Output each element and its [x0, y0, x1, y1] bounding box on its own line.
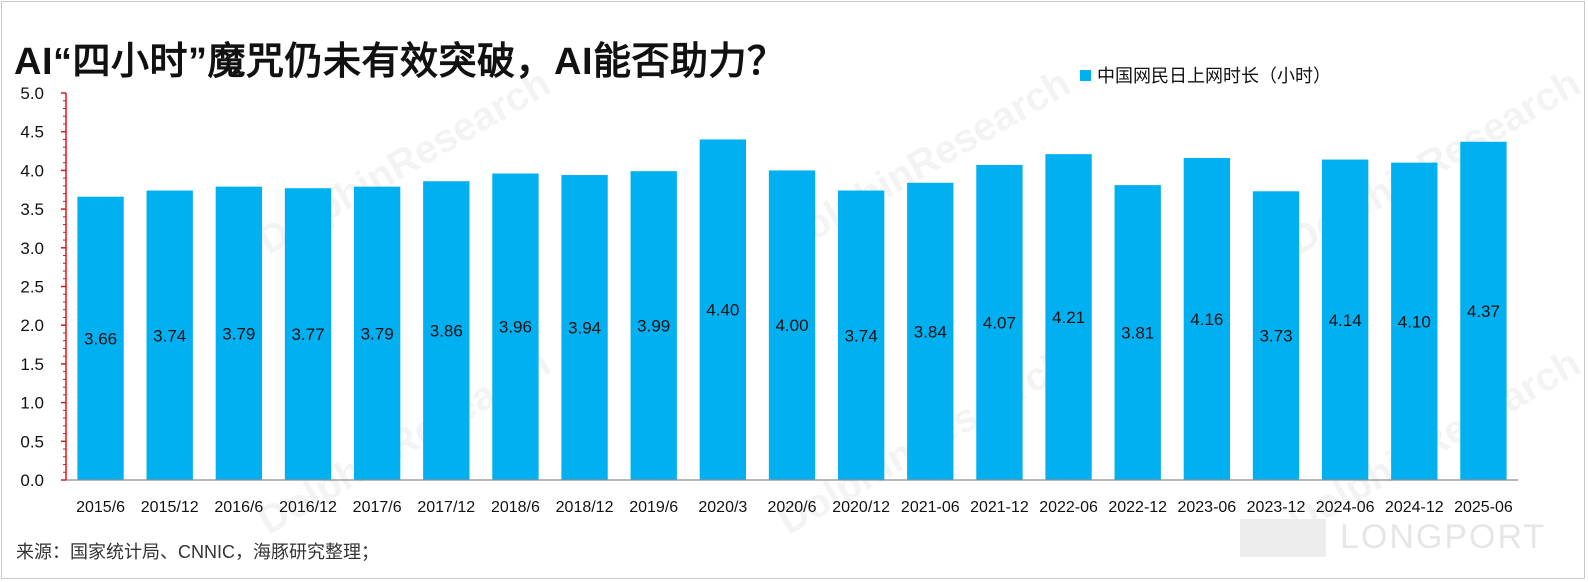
x-tick-label: 2017/12 — [417, 499, 475, 516]
legend-swatch — [1080, 69, 1091, 81]
bar — [492, 173, 539, 480]
y-tick-label: 1.5 — [20, 355, 44, 374]
data-label: 3.74 — [153, 326, 186, 345]
data-label: 4.16 — [1190, 310, 1223, 329]
x-tick-label: 2022-06 — [1039, 499, 1098, 516]
legend-label: 中国网民日上网时长（小时） — [1097, 66, 1331, 86]
bar — [907, 182, 954, 480]
bar — [284, 188, 332, 480]
bar — [1114, 185, 1161, 480]
y-tick-label: 1.0 — [20, 394, 44, 413]
x-tick-label: 2016/6 — [214, 499, 263, 516]
y-tick-label: 0.0 — [20, 471, 44, 490]
bar — [1183, 158, 1231, 481]
x-tick-label: 2022-12 — [1108, 499, 1167, 516]
bar — [77, 196, 124, 480]
bar — [768, 170, 816, 480]
data-label: 3.77 — [291, 325, 324, 344]
x-tick-label: 2015/12 — [141, 499, 199, 516]
bar — [699, 139, 747, 480]
x-tick-label: 2017/6 — [353, 499, 402, 516]
data-label: 3.94 — [568, 319, 601, 338]
y-tick-label: 4.0 — [20, 161, 44, 180]
y-tick-label: 2.0 — [20, 316, 44, 335]
x-tick-label: 2016/12 — [279, 499, 337, 516]
data-label: 3.66 — [84, 329, 117, 348]
data-label: 4.10 — [1398, 312, 1431, 331]
y-tick-label: 2.5 — [20, 278, 44, 297]
bar — [1045, 154, 1092, 480]
data-label: 4.14 — [1329, 311, 1362, 330]
bar — [1252, 191, 1300, 480]
x-tick-label: 2021-12 — [970, 499, 1029, 516]
data-label: 3.73 — [1259, 327, 1292, 346]
data-label: 3.74 — [845, 326, 878, 345]
bar — [1391, 162, 1438, 480]
data-label: 4.21 — [1052, 308, 1085, 327]
x-tick-label: 2025-06 — [1454, 499, 1513, 516]
y-tick-label: 3.0 — [20, 239, 44, 258]
y-tick-label: 3.5 — [20, 200, 44, 219]
x-tick-label: 2023-12 — [1247, 499, 1306, 516]
x-tick-label: 2021-06 — [901, 499, 960, 516]
bar — [1321, 159, 1369, 480]
x-tick-label: 2018/6 — [491, 499, 540, 516]
x-tick-label: 2024-12 — [1385, 499, 1444, 516]
bar — [837, 190, 885, 481]
data-label: 3.86 — [430, 322, 463, 341]
y-tick-label: 4.5 — [20, 123, 44, 142]
data-label: 4.00 — [775, 316, 808, 335]
data-label: 3.79 — [361, 324, 394, 343]
x-tick-label: 2023-06 — [1177, 499, 1236, 516]
chart-legend: 中国网民日上网时长（小时） — [1080, 62, 1331, 88]
data-label: 4.07 — [983, 313, 1016, 332]
chart-title: AI“四小时”魔咒仍未有效突破，AI能否助力？ — [14, 41, 786, 83]
bar — [353, 186, 401, 481]
bar — [146, 190, 193, 481]
x-tick-label: 2020/3 — [698, 499, 747, 516]
source-note: 来源：国家统计局、CNNIC，海豚研究整理； — [16, 542, 379, 562]
x-tick-label: 2020/6 — [768, 499, 817, 516]
data-label: 4.40 — [706, 301, 739, 320]
bar — [215, 186, 263, 481]
data-label: 3.96 — [499, 318, 532, 337]
x-tick-label: 2015/6 — [76, 499, 125, 516]
x-tick-label: 2018/12 — [556, 499, 614, 516]
data-label: 3.81 — [1121, 324, 1154, 343]
bar — [630, 171, 677, 480]
data-label: 3.99 — [637, 317, 670, 336]
x-tick-label: 2020/12 — [832, 499, 890, 516]
y-tick-label: 0.5 — [20, 432, 44, 451]
bar — [1460, 141, 1507, 480]
bar — [976, 164, 1023, 480]
data-label: 3.79 — [222, 324, 255, 343]
bar — [561, 175, 608, 480]
data-label: 4.37 — [1467, 302, 1500, 321]
x-tick-label: 2019/6 — [629, 499, 678, 516]
data-label: 3.84 — [914, 322, 947, 341]
y-tick-label: 5.0 — [20, 84, 44, 103]
x-tick-label: 2024-06 — [1316, 499, 1375, 516]
bar — [423, 181, 470, 480]
